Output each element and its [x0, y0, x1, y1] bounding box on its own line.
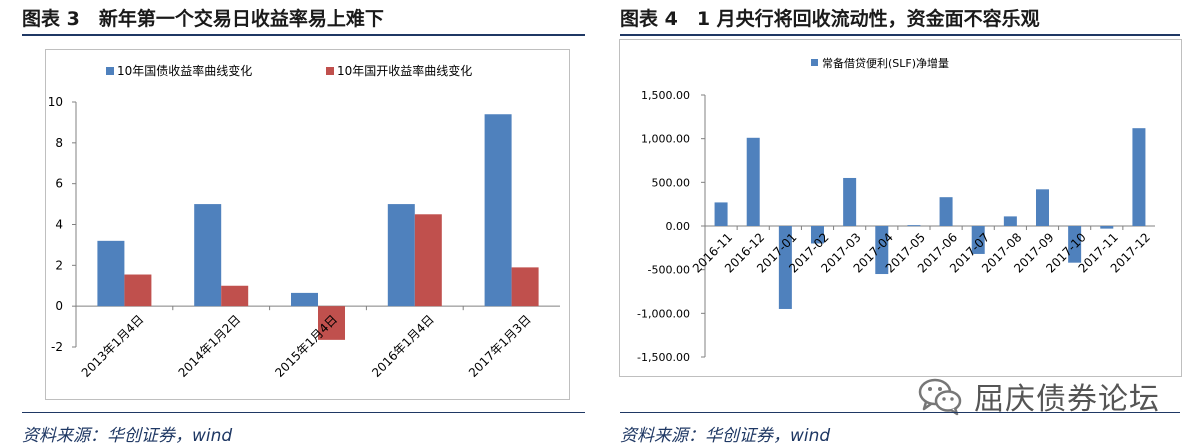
bar-slf-10	[1003, 216, 1017, 226]
y-tick-label: 4	[55, 218, 63, 232]
x-tick-label: 2017年1月3日	[466, 312, 534, 380]
figure4-title: 图表 4 1 月央行将回收流动性，资金面不容乐观	[620, 8, 1040, 30]
bar-guokai-2	[221, 285, 249, 307]
y-tick-label: 10	[48, 95, 63, 109]
bar-guozhai-3	[291, 292, 318, 307]
legend-label-slf: 常备借贷便利(SLF)净增量	[822, 56, 949, 70]
figure4-title-rule	[620, 34, 1180, 36]
legend-swatch-series-2	[326, 67, 334, 75]
y-tick-label: 0.00	[666, 220, 691, 233]
y-tick-label: -1,000.00	[637, 307, 690, 320]
bar-guozhai-5	[484, 114, 512, 307]
legend-label-series-1: 10年国债收益率曲线变化	[117, 63, 252, 78]
y-tick-label: 6	[55, 177, 63, 191]
y-tick-label: 1,500.00	[641, 89, 690, 102]
legend-swatch-series-1	[106, 67, 114, 75]
figure4-source: 资料来源：华创证券，wind	[620, 426, 831, 446]
wechat-icon	[918, 378, 962, 416]
bar-slf-3	[778, 226, 792, 309]
y-tick-label: 8	[55, 136, 63, 150]
bar-slf-9	[971, 226, 985, 254]
y-tick-label: -500.00	[648, 264, 690, 277]
bar-guokai-3	[318, 306, 345, 340]
chart-left-frame: 10年国债收益率曲线变化 10年国开收益率曲线变化 10 8 6 4 2 0 -2 2013年…	[45, 49, 570, 400]
bar-slf-12	[1068, 226, 1082, 263]
watermark-text: 屈庆债券论坛	[974, 382, 1160, 417]
legend-swatch-slf	[811, 59, 818, 66]
bar-slf-5	[843, 177, 857, 226]
chart-left: 10年国债收益率曲线变化 10年国开收益率曲线变化 10 8 6 4 2 0 -2 2013年…	[48, 63, 560, 380]
chart-right: 常备借贷便利(SLF)净增量 1,500.00 1,000.00 500.00 0.0…	[637, 56, 1155, 364]
chart-right-frame: 常备借贷便利(SLF)净增量 1,500.00 1,000.00 500.00 0.0…	[619, 39, 1182, 377]
figure3-source-rule	[22, 412, 585, 413]
x-tick-label: 2013年1月4日	[79, 312, 147, 380]
bar-slf-8	[939, 197, 953, 226]
bar-guozhai-2	[194, 204, 222, 307]
x-tick-label: 2015年1月4日	[272, 312, 340, 380]
y-tick-label: 2	[55, 258, 63, 272]
bar-slf-11	[1036, 189, 1049, 226]
y-tick-label: -2	[51, 340, 63, 354]
bar-slf-7	[907, 225, 921, 227]
figure3-title-rule	[22, 34, 585, 36]
bar-slf-4	[811, 226, 824, 244]
watermark: 屈庆债券论坛	[918, 372, 1168, 420]
y-tick-label: -1,500.00	[637, 351, 690, 364]
bar-guozhai-4	[387, 204, 415, 307]
x-tick-label: 2014年1月2日	[176, 312, 244, 380]
y-tick-label: 0	[55, 299, 63, 313]
x-tick-label: 2016年1月4日	[369, 312, 437, 380]
y-tick-label: 1,000.00	[641, 133, 690, 146]
figure4-source-rule	[620, 412, 1180, 413]
bar-guokai-5	[511, 267, 539, 307]
bar-guokai-4	[414, 214, 442, 307]
bar-slf-1	[714, 202, 728, 226]
bar-guokai-1	[124, 274, 152, 307]
legend-label-series-2: 10年国开收益率曲线变化	[337, 63, 472, 78]
figure3-title: 图表 3 新年第一个交易日收益率易上难下	[22, 8, 384, 30]
bar-slf-2	[746, 137, 760, 226]
y-tick-label: 500.00	[652, 176, 691, 189]
figure3-source: 资料来源：华创证券，wind	[22, 426, 233, 446]
bar-guozhai-1	[97, 240, 125, 307]
bar-slf-13	[1100, 226, 1114, 229]
bar-slf-6	[875, 226, 889, 275]
bar-slf-14	[1132, 128, 1146, 226]
